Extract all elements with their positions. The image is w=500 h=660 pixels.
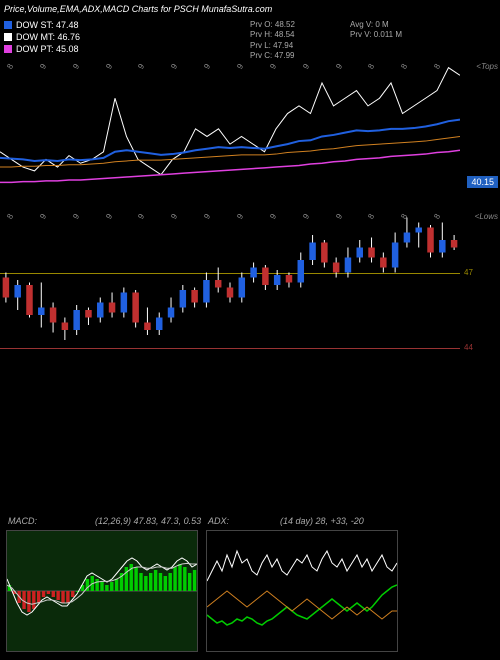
- adx-title: ADX:: [208, 516, 229, 526]
- top-line-chart: [0, 60, 460, 190]
- stat-prv-v: Prv V: 0.011 M: [350, 30, 402, 40]
- stat-prv-l: Prv L: 47.94: [250, 41, 295, 51]
- legend-item-pt: DOW PT: 45.08: [4, 44, 80, 54]
- stats-volume: Avg V: 0 M Prv V: 0.011 M: [350, 20, 402, 41]
- macd-chart: [7, 531, 197, 651]
- chart-title: Price,Volume,EMA,ADX,MACD Charts for PSC…: [4, 4, 272, 14]
- legend-swatch-st: [4, 21, 12, 29]
- macd-title: MACD:: [8, 516, 37, 526]
- stat-avg-v: Avg V: 0 M: [350, 20, 402, 30]
- tops-label: <Tops: [476, 62, 498, 71]
- macd-params: (12,26,9) 47.83, 47.3, 0.53: [95, 516, 201, 526]
- lows-label: <Lows: [475, 212, 498, 221]
- legend-swatch-mt: [4, 33, 12, 41]
- candlestick-chart: [0, 210, 460, 360]
- chart-container: Price,Volume,EMA,ADX,MACD Charts for PSC…: [0, 0, 500, 660]
- stat-prv-o: Prv O: 48.52: [250, 20, 295, 30]
- legend-swatch-pt: [4, 45, 12, 53]
- legend-item-st: DOW ST: 47.48: [4, 20, 80, 30]
- adx-chart: [207, 531, 397, 651]
- price-tag: 40.15: [467, 176, 498, 188]
- stat-prv-h: Prv H: 48.54: [250, 30, 295, 40]
- legend-label-mt: DOW MT: 46.76: [16, 32, 80, 42]
- macd-panel: [6, 530, 198, 652]
- stats-ohlc: Prv O: 48.52 Prv H: 48.54 Prv L: 47.94 P…: [250, 20, 295, 62]
- legend-item-mt: DOW MT: 46.76: [4, 32, 80, 42]
- adx-params: (14 day) 28, +33, -20: [280, 516, 364, 526]
- legend-label-pt: DOW PT: 45.08: [16, 44, 79, 54]
- legend-label-st: DOW ST: 47.48: [16, 20, 79, 30]
- legend-block: DOW ST: 47.48 DOW MT: 46.76 DOW PT: 45.0…: [4, 20, 80, 56]
- adx-panel: [206, 530, 398, 652]
